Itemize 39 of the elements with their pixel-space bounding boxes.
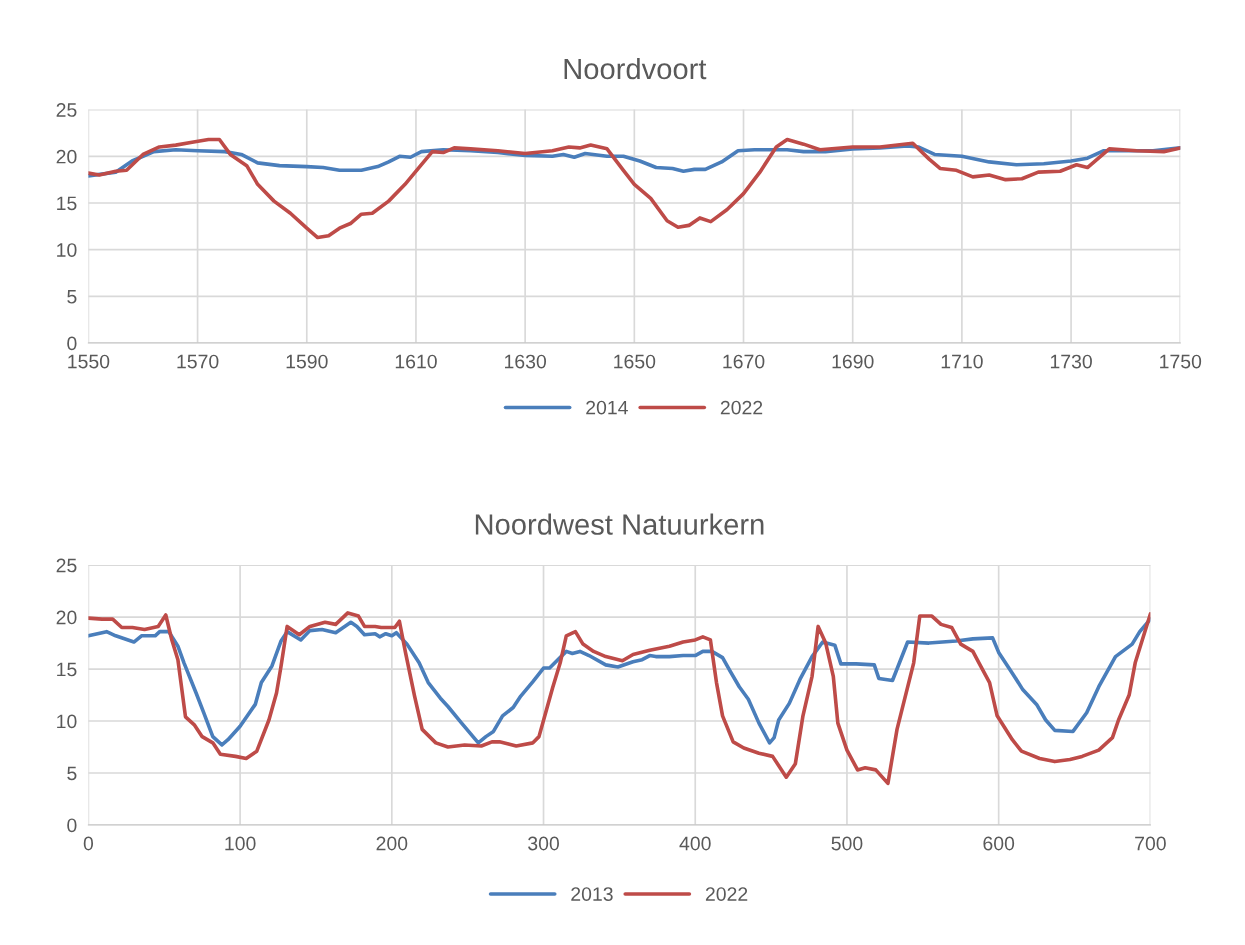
x-tick-label: 1630 — [505, 354, 547, 369]
x-tick-label: 0 — [83, 836, 94, 851]
x-tick-label: 1710 — [941, 354, 983, 369]
y-tick-label: 10 — [57, 714, 77, 729]
line-series — [88, 611, 1151, 786]
x-tick-label: 600 — [983, 836, 1015, 851]
x-tick-label: 400 — [679, 836, 711, 851]
y-tick-label: 25 — [56, 558, 77, 573]
x-tick-label: 1590 — [286, 354, 328, 369]
x-tick-label: 1570 — [177, 354, 219, 369]
x-tick-label: 1670 — [723, 354, 765, 369]
legend-label: 2013 — [571, 887, 613, 901]
y-tick-label: 20 — [56, 149, 77, 164]
y-tick-label: 5 — [67, 290, 77, 304]
line-series — [88, 137, 1181, 240]
x-tick-label: 100 — [225, 836, 256, 851]
y-tick-label: 0 — [67, 336, 77, 351]
legend-label: 2022 — [705, 887, 748, 901]
x-tick-label: 500 — [831, 836, 863, 851]
legend-label: 2014 — [586, 400, 628, 415]
x-tick-label: 1550 — [68, 354, 110, 369]
x-tick-label: 200 — [376, 836, 408, 851]
y-tick-label: 15 — [57, 196, 77, 211]
x-tick-label: 300 — [528, 836, 559, 851]
x-tick-label: 700 — [1135, 836, 1166, 851]
y-tick-label: 10 — [57, 243, 77, 257]
x-tick-label: 1690 — [832, 354, 874, 369]
chart-title: Noordvoort — [564, 57, 707, 80]
y-tick-label: 0 — [67, 818, 77, 833]
y-tick-label: 20 — [56, 610, 77, 625]
x-tick-label: 1610 — [395, 354, 437, 369]
chart-title: Noordwest Natuurkern — [475, 513, 764, 535]
legend-label: 2022 — [720, 400, 763, 415]
x-tick-label: 1750 — [1160, 354, 1202, 369]
x-tick-label: 1730 — [1050, 354, 1092, 369]
y-tick-label: 5 — [67, 766, 77, 781]
x-tick-label: 1650 — [614, 354, 656, 369]
y-tick-label: 25 — [56, 103, 77, 117]
y-tick-label: 15 — [57, 662, 77, 677]
